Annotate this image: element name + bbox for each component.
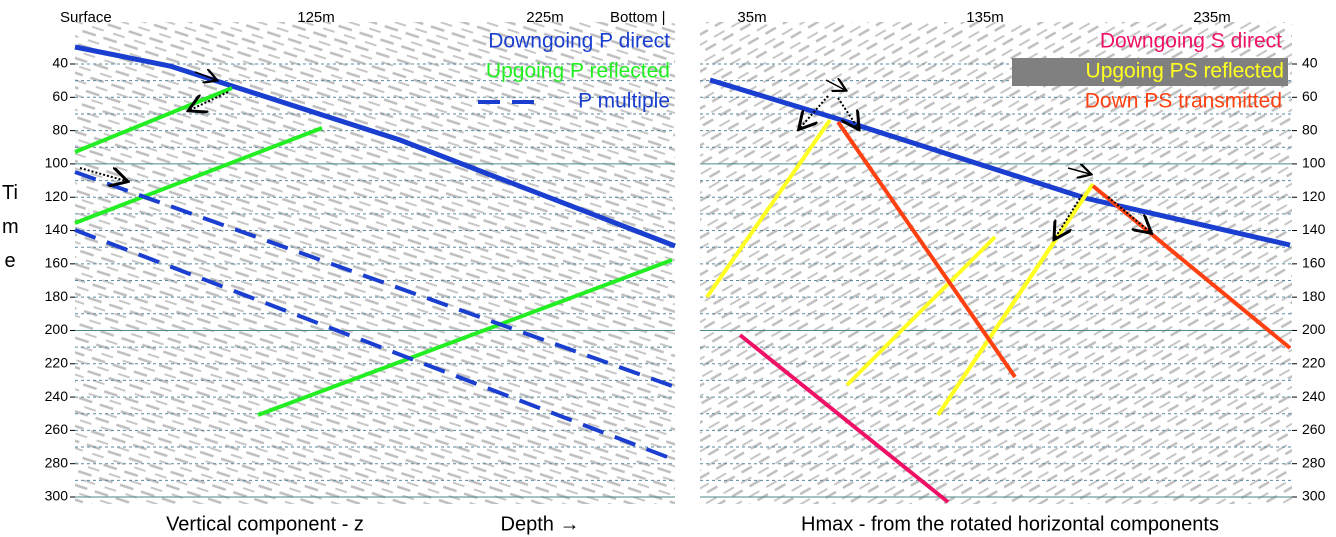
y-tick-label: 300 <box>45 488 69 504</box>
top-label: 135m <box>966 9 1004 26</box>
top-label: Surface <box>60 9 112 26</box>
panel-caption: Hmax - from the rotated horizontal compo… <box>801 513 1219 535</box>
y-tick-label: 80 <box>52 121 68 137</box>
y-tick-label: 180 <box>45 288 69 304</box>
axis-caption: Depth → <box>501 513 580 535</box>
y-tick-label: 280 <box>1302 454 1326 470</box>
right-events <box>705 77 1292 504</box>
y-tick-label: 160 <box>45 255 69 271</box>
y-tick-label: 60 <box>52 88 68 104</box>
y-tick-label: 40 <box>52 55 68 71</box>
y-tick-label: 100 <box>45 155 69 171</box>
y-tick-label: 160 <box>1302 255 1326 271</box>
legend-item: Upgoing P reflected <box>486 60 670 83</box>
y-tick-label: 300 <box>1302 488 1326 504</box>
legend-item: Upgoing PS reflected <box>1086 60 1284 83</box>
y-tick-label: 120 <box>1302 188 1326 204</box>
top-label: 125m <box>297 9 335 26</box>
legend-item: Downgoing S direct <box>1100 30 1282 53</box>
top-label: Bottom | <box>610 9 666 26</box>
y-tick-label: 280 <box>45 454 69 470</box>
y-tick-label: 120 <box>45 188 69 204</box>
y-tick-label: 60 <box>1302 88 1318 104</box>
y-tick-label: 200 <box>1302 321 1326 337</box>
panels <box>75 22 1292 504</box>
y-tick-label: 100 <box>1302 155 1326 171</box>
y-tick-label: 140 <box>45 221 69 237</box>
top-label: 35m <box>737 9 766 26</box>
y-tick-label: 240 <box>45 388 69 404</box>
legend-item: Down PS transmitted <box>1085 90 1282 113</box>
legend-item: P multiple <box>578 90 670 113</box>
legend-background <box>1012 58 1288 86</box>
y-tick-label: 220 <box>1302 354 1326 370</box>
panel-caption: Vertical component - z <box>166 513 364 535</box>
y-tick-label: 260 <box>45 421 69 437</box>
y-tick-label: 240 <box>1302 388 1326 404</box>
right-seismic <box>700 22 1292 504</box>
legend-item: Downgoing P direct <box>488 30 670 53</box>
top-label: 225m <box>526 9 564 26</box>
left-events <box>74 44 676 462</box>
y-tick-label: 80 <box>1302 121 1318 137</box>
y-tick-label: 220 <box>45 354 69 370</box>
y-tick-label: 40 <box>1302 55 1318 71</box>
axis-title: Time <box>2 182 19 272</box>
left-seismic <box>75 22 675 504</box>
grid <box>75 63 1292 498</box>
y-tick-label: 260 <box>1302 421 1326 437</box>
y-tick-label: 180 <box>1302 288 1326 304</box>
top-label: 235m <box>1193 9 1231 26</box>
y-tick-label: 140 <box>1302 221 1326 237</box>
y-tick-label: 200 <box>45 321 69 337</box>
